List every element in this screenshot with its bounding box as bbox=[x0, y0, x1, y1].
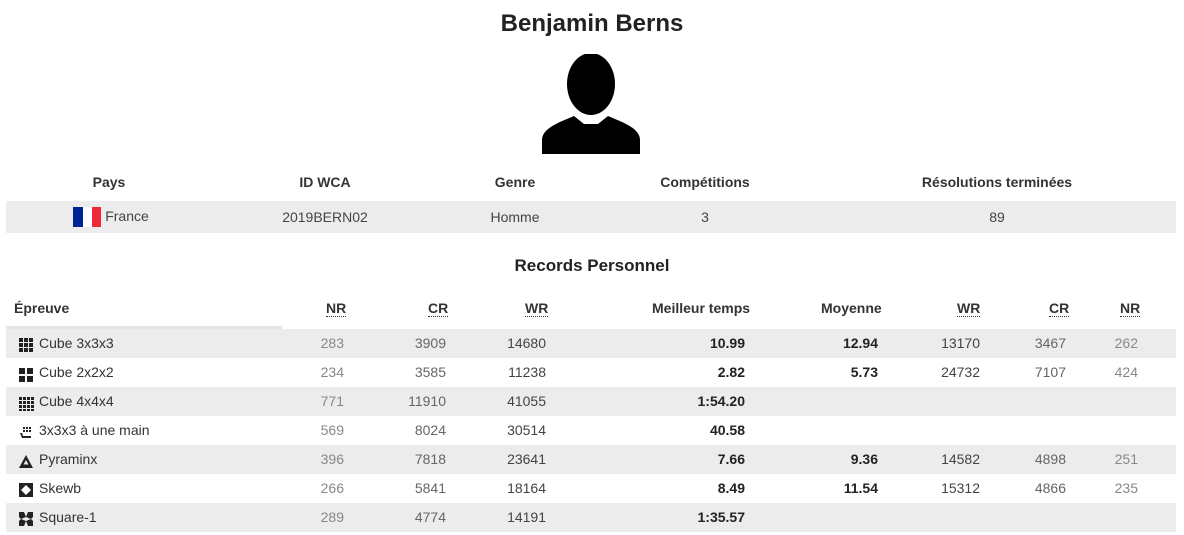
table-row: Skewb 266 5841 18164 8.49 11.54 15312 48… bbox=[6, 474, 1176, 503]
single-time: 7.66 bbox=[717, 451, 745, 467]
single-wr: 18164 bbox=[507, 480, 546, 496]
single-nr: 771 bbox=[320, 393, 344, 409]
single-wr: 30514 bbox=[507, 422, 546, 438]
single-cr: 7818 bbox=[414, 451, 446, 467]
average-wr: 13170 bbox=[941, 335, 980, 351]
skewb-icon bbox=[19, 483, 33, 497]
header-avg-cr: CR bbox=[1049, 300, 1070, 317]
info-country: France bbox=[46, 206, 176, 228]
event-name: Square-1 bbox=[39, 509, 97, 525]
single-cr: 11910 bbox=[408, 393, 446, 409]
france-flag-icon bbox=[73, 207, 102, 228]
info-header-competitions: Compétitions bbox=[660, 174, 750, 190]
table-row: 3x3x3 à une main 569 8024 30514 40.58 bbox=[6, 416, 1176, 445]
single-wr: 11238 bbox=[508, 364, 546, 380]
single-time: 2.82 bbox=[717, 364, 745, 380]
single-cr: 3585 bbox=[414, 364, 446, 380]
square-1-icon bbox=[19, 512, 33, 526]
pyraminx-icon bbox=[19, 455, 33, 468]
average-time: 12.94 bbox=[842, 335, 878, 351]
single-nr: 266 bbox=[320, 480, 344, 496]
single-cr: 5841 bbox=[414, 480, 446, 496]
info-competitions: 3 bbox=[701, 209, 709, 225]
single-nr: 283 bbox=[320, 335, 344, 351]
person-name: Benjamin Berns bbox=[500, 10, 684, 37]
header-avg-nr: NR bbox=[1120, 300, 1141, 317]
info-header-solves: Résolutions terminées bbox=[921, 174, 1073, 190]
single-cr: 3909 bbox=[414, 335, 446, 351]
cube-3x3-icon bbox=[19, 338, 33, 352]
header-single-cr: CR bbox=[428, 300, 449, 317]
single-time: 8.49 bbox=[717, 480, 745, 496]
event-name: 3x3x3 à une main bbox=[39, 422, 150, 438]
single-nr: 289 bbox=[320, 509, 344, 525]
average-nr: 235 bbox=[1114, 480, 1138, 496]
cube-2x2-icon bbox=[19, 368, 33, 382]
event-name: Cube 4x4x4 bbox=[39, 393, 114, 409]
average-cr: 4898 bbox=[1034, 451, 1066, 467]
average-time: 11.54 bbox=[843, 480, 878, 496]
records-table: Cube 3x3x3 283 3909 14680 10.99 12.94 13… bbox=[6, 329, 1176, 532]
single-time: 10.99 bbox=[709, 335, 745, 351]
single-cr: 4774 bbox=[414, 509, 446, 525]
average-nr: 251 bbox=[1114, 451, 1138, 467]
info-header: Pays ID WCA Genre Compétitions Résolutio… bbox=[6, 172, 1176, 194]
header-average: Moyenne bbox=[821, 300, 882, 316]
header-single-nr: NR bbox=[326, 300, 347, 317]
info-gender: Homme bbox=[490, 209, 540, 225]
event-name: Cube 2x2x2 bbox=[39, 364, 114, 380]
single-wr: 41055 bbox=[507, 393, 546, 409]
table-row: Cube 4x4x4 771 11910 41055 1:54.20 bbox=[6, 387, 1176, 416]
header-underline bbox=[6, 326, 282, 329]
info-row: France 2019BERN02 Homme 3 89 bbox=[6, 201, 1176, 233]
single-time: 1:54.20 bbox=[697, 393, 745, 409]
single-nr: 396 bbox=[320, 451, 344, 467]
info-header-gender: Genre bbox=[494, 174, 536, 190]
table-row: Cube 3x3x3 283 3909 14680 10.99 12.94 13… bbox=[6, 329, 1176, 358]
single-time: 1:35.57 bbox=[697, 509, 745, 525]
single-time: 40.58 bbox=[709, 422, 745, 438]
single-wr: 14191 bbox=[507, 509, 546, 525]
single-wr: 14680 bbox=[507, 335, 546, 351]
table-row: Pyraminx 396 7818 23641 7.66 9.36 14582 … bbox=[6, 445, 1176, 474]
cube-4x4-icon bbox=[19, 397, 34, 411]
header-event: Épreuve bbox=[14, 300, 70, 316]
header-avg-wr: WR bbox=[957, 300, 981, 317]
records-title: Records Personnel bbox=[514, 256, 670, 275]
average-wr: 15312 bbox=[941, 480, 980, 496]
single-wr: 23641 bbox=[507, 451, 546, 467]
average-time: 9.36 bbox=[850, 451, 878, 467]
average-cr: 3467 bbox=[1034, 335, 1066, 351]
single-cr: 8024 bbox=[414, 422, 446, 438]
single-nr: 569 bbox=[320, 422, 344, 438]
event-name: Skewb bbox=[39, 480, 82, 496]
header-single-wr: WR bbox=[525, 300, 549, 317]
header-single: Meilleur temps bbox=[652, 300, 751, 316]
average-wr: 14582 bbox=[941, 451, 980, 467]
average-nr: 262 bbox=[1114, 335, 1138, 351]
average-cr: 7107 bbox=[1034, 364, 1066, 380]
table-row: Cube 2x2x2 234 3585 11238 2.82 5.73 2473… bbox=[6, 358, 1176, 387]
info-country-name: France bbox=[105, 208, 149, 224]
table-row: Square-1 289 4774 14191 1:35.57 bbox=[6, 503, 1176, 532]
info-header-country: Pays bbox=[92, 174, 126, 190]
average-nr: 424 bbox=[1114, 364, 1138, 380]
event-name: Pyraminx bbox=[39, 451, 98, 467]
info-header-wca-id: ID WCA bbox=[299, 174, 351, 190]
average-wr: 24732 bbox=[941, 364, 980, 380]
info-wca-id: 2019BERN02 bbox=[282, 209, 368, 225]
records-header: Épreuve NR CR WR Meilleur temps Moyenne … bbox=[6, 298, 1176, 322]
one-hand-icon bbox=[20, 427, 31, 438]
average-time: 5.73 bbox=[850, 364, 878, 380]
average-cr: 4866 bbox=[1034, 480, 1066, 496]
person-silhouette-icon bbox=[542, 54, 640, 154]
event-name: Cube 3x3x3 bbox=[39, 335, 114, 351]
info-solves: 89 bbox=[989, 209, 1005, 225]
single-nr: 234 bbox=[320, 364, 344, 380]
